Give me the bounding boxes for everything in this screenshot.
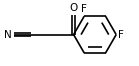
Text: O: O — [70, 3, 78, 13]
Text: N: N — [4, 30, 12, 40]
Text: F: F — [118, 30, 124, 40]
Text: F: F — [81, 4, 87, 14]
